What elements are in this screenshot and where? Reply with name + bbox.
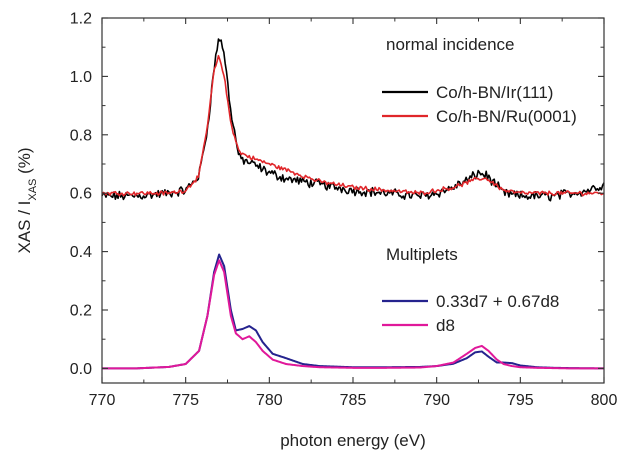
y-tick-label: 0.0 bbox=[70, 361, 92, 378]
y-axis-title: XAS / IXAS (%) bbox=[15, 147, 39, 253]
legend-header-multiplets: Multiplets bbox=[386, 245, 458, 264]
y-tick-label: 1.0 bbox=[70, 69, 92, 86]
y-axis: 0.0 0.2 0.4 0.6 0.8 1.0 1.2 bbox=[70, 11, 604, 378]
x-tick-label: 780 bbox=[256, 392, 283, 409]
x-tick-label: 770 bbox=[89, 392, 116, 409]
legend-label-ir: Co/h-BN/Ir(111) bbox=[436, 83, 553, 102]
legend-multiplets: Multiplets 0.33d7 + 0.67d8 d8 bbox=[382, 245, 559, 335]
legend-label-ru: Co/h-BN/Ru(0001) bbox=[436, 107, 577, 126]
y-axis-title-main: XAS / I bbox=[15, 201, 34, 254]
legend-normal-incidence: normal incidence Co/h-BN/Ir(111) Co/h-BN… bbox=[382, 35, 577, 126]
x-tick-label: 775 bbox=[172, 392, 199, 409]
y-tick-label: 0.2 bbox=[70, 303, 92, 320]
y-tick-label: 1.2 bbox=[70, 11, 92, 28]
legend-header-normal-incidence: normal incidence bbox=[386, 35, 515, 54]
legend-label-d8: d8 bbox=[436, 316, 455, 335]
x-tick-label: 795 bbox=[507, 392, 534, 409]
y-axis-title-unit: (%) bbox=[15, 147, 34, 178]
series-line-2 bbox=[101, 253, 605, 370]
y-tick-label: 0.8 bbox=[70, 127, 92, 144]
x-axis-title: photon energy (eV) bbox=[280, 431, 426, 450]
x-tick-label: 790 bbox=[423, 392, 450, 409]
series-layer bbox=[101, 38, 605, 370]
y-tick-label: 0.4 bbox=[70, 244, 92, 261]
x-axis: 770 775 780 785 790 795 800 bbox=[89, 18, 618, 409]
x-tick-label: 785 bbox=[340, 392, 367, 409]
y-tick-label: 0.6 bbox=[70, 186, 92, 203]
series-line-1 bbox=[101, 54, 605, 197]
y-axis-title-sub: XAS bbox=[27, 179, 39, 201]
legend-label-mixed: 0.33d7 + 0.67d8 bbox=[436, 292, 559, 311]
series-line-3 bbox=[101, 259, 605, 370]
plot-frame bbox=[101, 17, 605, 384]
x-tick-label: 800 bbox=[591, 392, 618, 409]
